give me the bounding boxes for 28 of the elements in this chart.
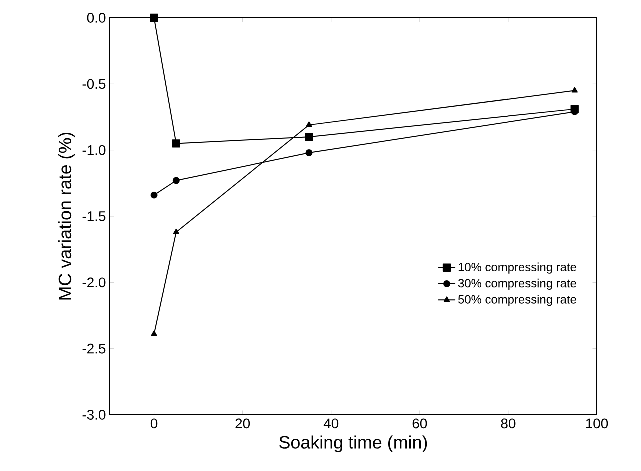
point	[150, 192, 158, 199]
legend-label: 50% compressing rate	[458, 295, 576, 306]
point	[172, 140, 180, 148]
y-tick-label: -2.0	[82, 278, 106, 288]
legend-label: 30% compressing rate	[458, 278, 576, 290]
x-tick-label: 0	[150, 418, 158, 429]
y-axis-title: MC variation rate (%)	[58, 132, 76, 300]
x-tick-label: 60	[412, 418, 428, 429]
point	[572, 87, 578, 93]
y-tick-label: -3.0	[82, 410, 106, 420]
x-tick-label: 80	[501, 418, 516, 429]
y-tick-label: -1.0	[82, 145, 106, 156]
point	[306, 149, 313, 156]
y-tick-label: -1.5	[82, 212, 106, 222]
y-tick-label: -2.5	[82, 344, 106, 354]
point	[306, 122, 312, 128]
y-tick-label: 0.0	[87, 13, 106, 23]
legend-label: 10% compressing rate	[458, 262, 576, 274]
point	[173, 228, 180, 234]
x-tick-label: 40	[324, 418, 339, 429]
x-tick-label: 100	[586, 418, 608, 429]
point	[150, 14, 158, 22]
point	[305, 133, 314, 142]
x-axis-title: Soaking time (min)	[280, 436, 428, 452]
point	[151, 330, 158, 336]
x-tick-label: 20	[236, 418, 250, 429]
y-tick-label: -0.5	[82, 79, 106, 90]
point	[172, 177, 180, 184]
